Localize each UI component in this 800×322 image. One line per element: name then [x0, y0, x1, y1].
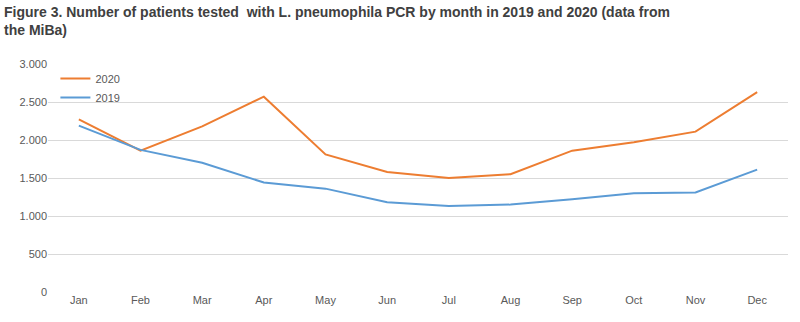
svg-text:Feb: Feb — [131, 294, 150, 306]
svg-text:Jul: Jul — [442, 294, 456, 306]
svg-text:2.000: 2.000 — [19, 134, 47, 146]
svg-text:Jun: Jun — [378, 294, 396, 306]
svg-text:Aug: Aug — [501, 294, 521, 306]
svg-text:Oct: Oct — [625, 294, 642, 306]
svg-text:500: 500 — [29, 248, 47, 260]
svg-text:2.500: 2.500 — [19, 96, 47, 108]
svg-text:Jan: Jan — [70, 294, 88, 306]
svg-text:0: 0 — [41, 286, 47, 298]
svg-text:2019: 2019 — [95, 92, 119, 104]
svg-text:2020: 2020 — [95, 73, 119, 85]
svg-text:Mar: Mar — [193, 294, 212, 306]
svg-text:Apr: Apr — [255, 294, 272, 306]
svg-text:3.000: 3.000 — [19, 58, 47, 70]
svg-text:Dec: Dec — [747, 294, 767, 306]
svg-text:May: May — [315, 294, 336, 306]
svg-text:1.500: 1.500 — [19, 172, 47, 184]
svg-text:1.000: 1.000 — [19, 210, 47, 222]
svg-text:Sep: Sep — [562, 294, 582, 306]
svg-text:Nov: Nov — [686, 294, 706, 306]
svg-text:Figure 3. Number of patients t: Figure 3. Number of patients tested with… — [4, 4, 670, 38]
